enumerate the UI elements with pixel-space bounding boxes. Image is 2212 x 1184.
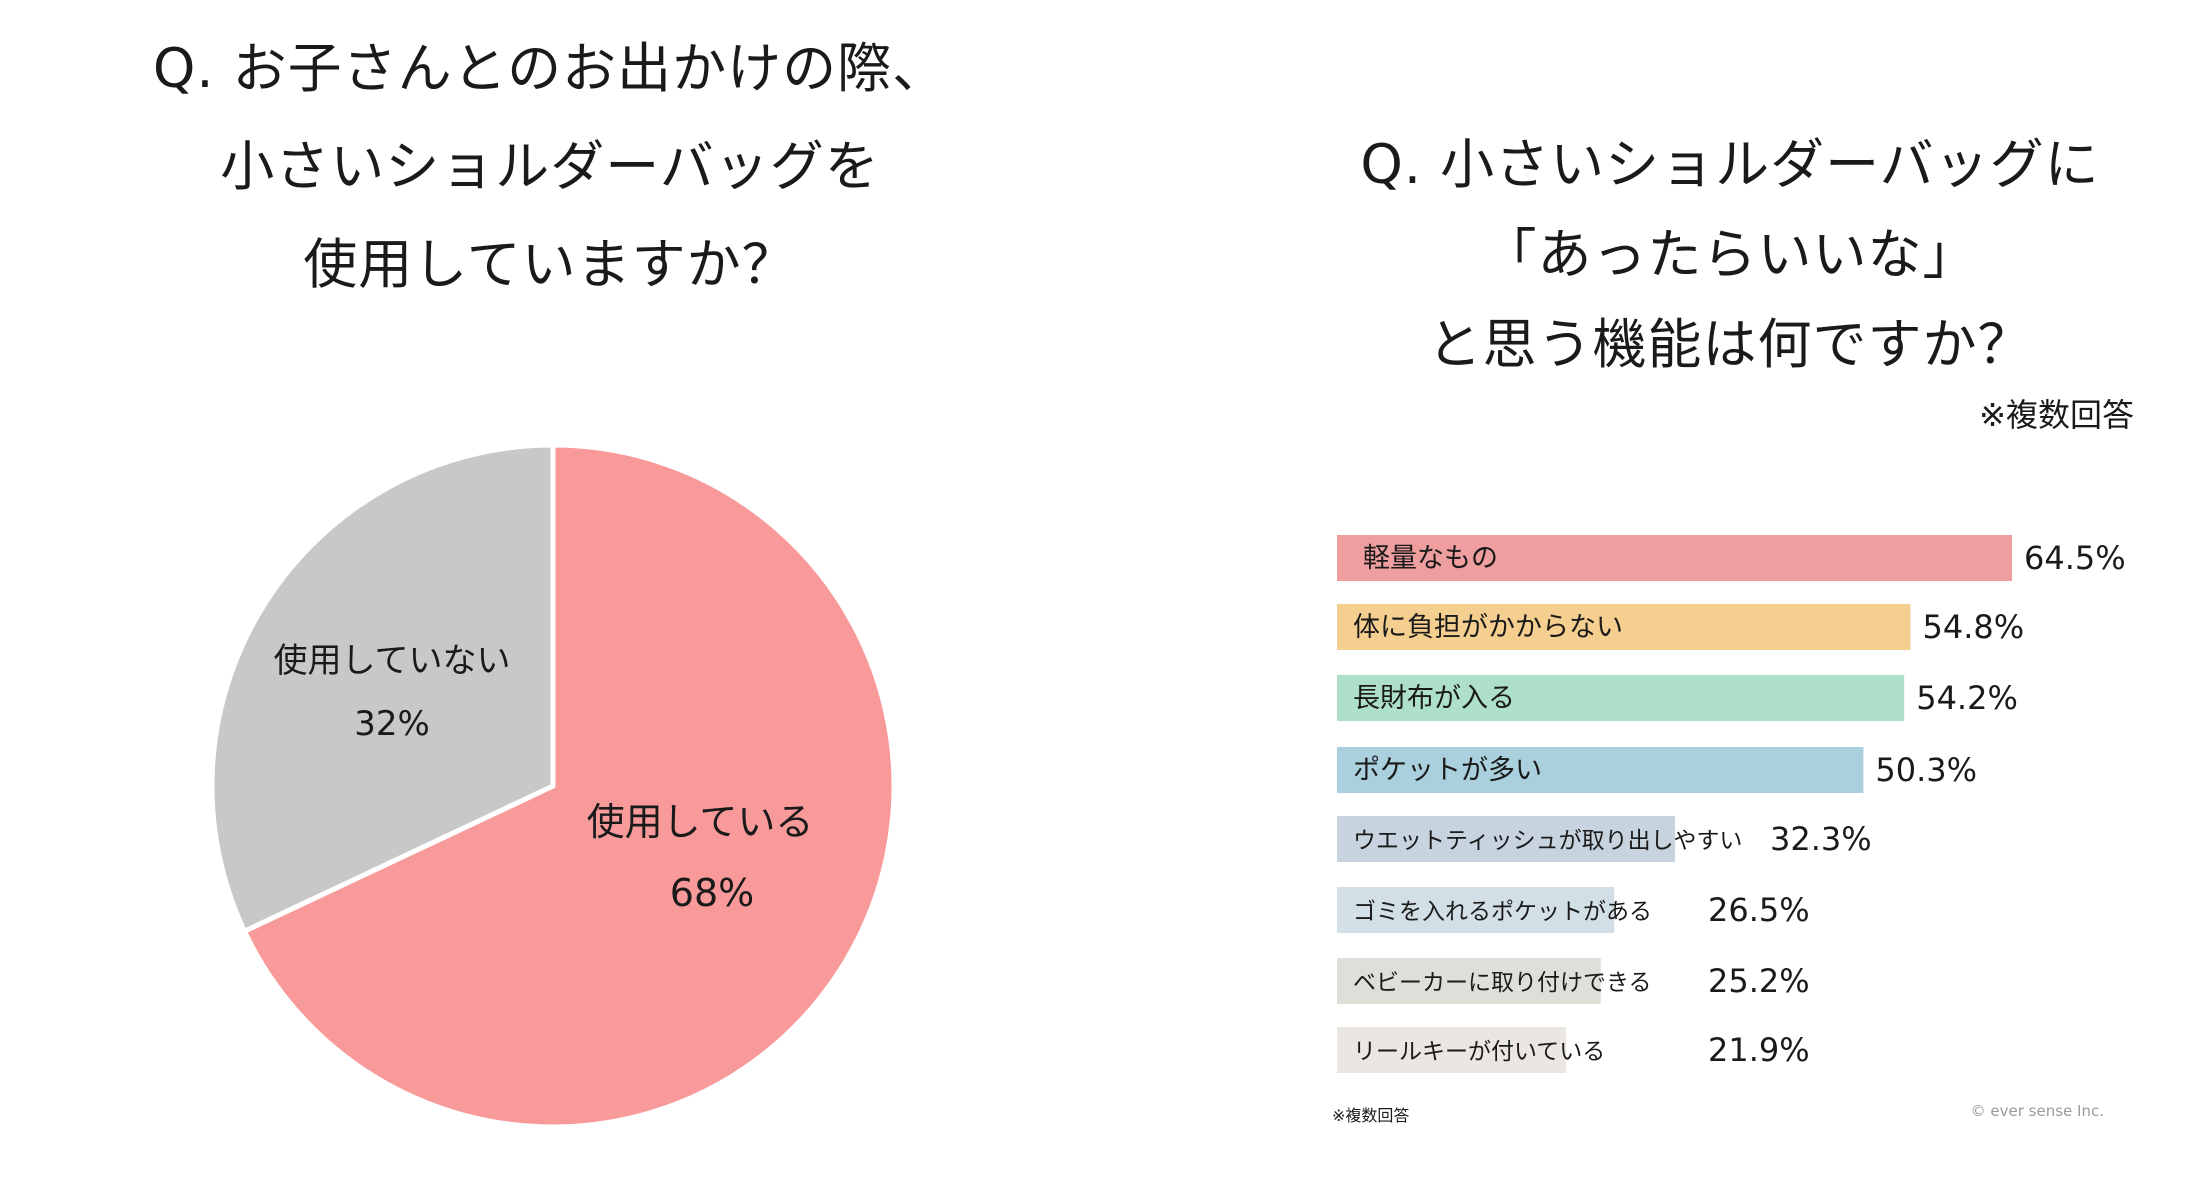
bar-value-label-5: 32.3% [1770,820,1872,858]
pie-slice-label-1: 使用している [587,800,814,844]
bar-title-line-2: 「あったらいいな」 [1482,223,1978,286]
pie-title-line-3: 使用していますか？ [303,233,797,296]
bar-value-label-6: 26.5% [1708,891,1810,929]
pie-slice-value-1: 68% [670,871,754,915]
pie-slice-1 [241,442,897,1130]
bar-title-line-1: Q. 小さいショルダーバッグに [1360,133,2100,196]
bar-value-label-3: 54.2% [1916,679,2018,717]
bar-category-label-6: ゴミを入れるポケットがある [1353,899,1652,925]
bar-category-label-4: ポケットが多い [1353,755,1542,786]
bar-value-label-7: 25.2% [1708,962,1810,1000]
bar-3 [1337,675,1905,721]
bar-category-label-3: 長財布が入る [1353,683,1515,714]
bar-value-label-8: 21.9% [1708,1031,1810,1069]
bar-8 [1337,1027,1567,1073]
copyright: © ever sense Inc. [1970,1102,2104,1120]
bar-category-label-2: 体に負担がかからない [1353,612,1623,643]
bar-4 [1337,747,1864,793]
bar-value-label-2: 54.8% [1922,608,2024,646]
multiple-answer-note: ※複数回答 [1979,396,2134,434]
pie-title-line-2: 小さいショルダーバッグを [220,135,880,198]
multiple-answer-footnote: ※複数回答 [1332,1106,1410,1125]
pie-chart: 使用している 68% 使用していない 32% [209,442,897,1130]
bar-title-line-3: と思う機能は何ですか？ [1427,313,2033,376]
bar-1 [1337,535,2012,581]
bar-2 [1337,604,1911,650]
bar-value-label-4: 50.3% [1875,751,1977,789]
bar-category-label-1: 軽量なもの [1363,543,1498,574]
pie-slice-2 [209,442,556,934]
bar-6 [1337,887,1615,933]
bar-category-label-5: ウエットティッシュが取り出しやすい [1353,828,1742,854]
bar-category-label-8: リールキーが付いている [1353,1039,1605,1065]
pie-title-line-1: Q. お子さんとのお出かけの際、 [152,37,948,100]
bar-category-label-7: ベビーカーに取り付けできる [1353,970,1652,996]
pie-slice-value-2: 32% [354,704,430,744]
bar-7 [1337,958,1601,1004]
bar-5 [1337,816,1676,862]
pie-slice-label-2: 使用していない [274,641,511,681]
bar-value-label-1: 64.5% [2024,539,2126,577]
